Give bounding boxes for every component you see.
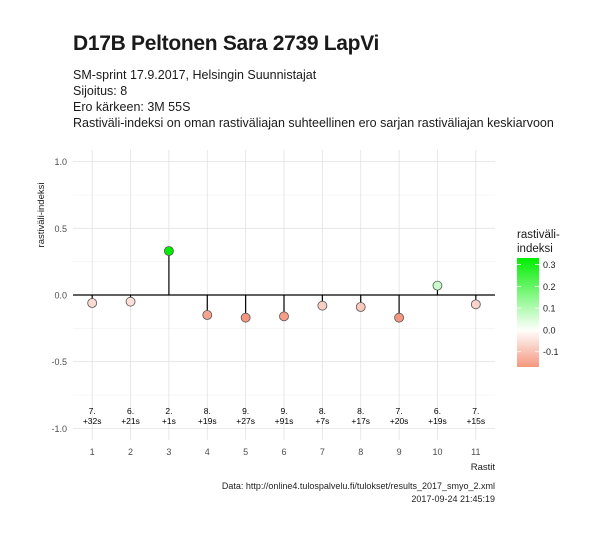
y-tick-label: 0.5	[54, 224, 67, 234]
data-point	[394, 312, 404, 323]
y-tick-label: -1.0	[51, 424, 67, 434]
data-point	[279, 311, 289, 322]
point-label-rank: 6.	[127, 406, 134, 416]
x-tick-label: 7	[320, 447, 325, 457]
point-label-time: +19s	[428, 416, 447, 426]
data-point	[317, 300, 328, 311]
subtitle-description: Rastiväli-indeksi on oman rastiväliajan …	[73, 116, 554, 130]
x-tick-label: 4	[205, 447, 210, 457]
colorbar-tick-label: 0.3	[543, 260, 556, 270]
x-tick-label: 5	[243, 447, 248, 457]
x-tick-label: 3	[166, 447, 171, 457]
data-point	[470, 299, 481, 310]
point-label-time: +1s	[162, 416, 176, 426]
legend-title-line1: rastiväli-	[517, 229, 560, 241]
x-tick-label: 8	[358, 447, 363, 457]
data-point	[355, 302, 366, 312]
point-label-rank: 8.	[204, 406, 211, 416]
point-label-rank: 7.	[472, 406, 479, 416]
point-label-rank: 7.	[89, 406, 96, 416]
point-label-rank: 8.	[319, 406, 326, 416]
x-axis-label: Rastit	[471, 462, 496, 473]
x-tick-label: 10	[432, 447, 442, 457]
x-tick-label: 2	[128, 447, 133, 457]
y-tick-label: 1.0	[54, 157, 67, 167]
y-tick-label: -0.5	[51, 357, 67, 367]
point-label-time: +15s	[466, 416, 485, 426]
subtitle-gap: Ero kärkeen: 3M 55S	[73, 100, 191, 114]
x-tick-label: 11	[471, 447, 480, 457]
point-label-rank: 2.	[165, 406, 172, 416]
x-tick-label: 6	[281, 447, 286, 457]
data-point	[87, 298, 98, 308]
point-label-time: +27s	[236, 416, 255, 426]
point-label-rank: 7.	[396, 406, 403, 416]
point-label-time: +21s	[121, 416, 140, 426]
subtitle-event: SM-sprint 17.9.2017, Helsingin Suunnista…	[73, 68, 317, 82]
point-label-time: +32s	[83, 416, 102, 426]
data-point	[125, 296, 136, 307]
data-point	[432, 280, 443, 291]
caption-source: Data: http://online4.tulospalvelu.fi/tul…	[221, 481, 495, 491]
y-axis-label: rastiväli-indeksi	[36, 183, 47, 248]
point-label-rank: 6.	[434, 406, 441, 416]
legend-title-line2: indeksi	[517, 243, 553, 255]
point-label-time: +91s	[275, 416, 294, 426]
x-tick-label: 1	[90, 447, 95, 457]
data-point	[164, 246, 174, 256]
point-label-time: +7s	[315, 416, 329, 426]
x-tick-label: 9	[397, 447, 402, 457]
point-label-time: +17s	[351, 416, 370, 426]
colorbar-tick-label: 0.2	[543, 282, 556, 292]
y-tick-label: 0.0	[54, 291, 67, 301]
point-label-rank: 9.	[280, 406, 287, 416]
point-label-time: +20s	[390, 416, 409, 426]
subtitle-placement: Sijoitus: 8	[73, 84, 128, 98]
point-label-rank: 8.	[357, 406, 364, 416]
point-label-rank: 9.	[242, 406, 249, 416]
colorbar-tick-label: -0.1	[543, 347, 559, 357]
caption-timestamp: 2017-09-24 21:45:19	[411, 494, 495, 504]
colorbar-tick-label: 0.0	[543, 325, 556, 335]
colorbar-tick-label: 0.1	[543, 304, 556, 314]
colorbar	[517, 258, 539, 367]
point-label-time: +19s	[198, 416, 217, 426]
data-point	[202, 310, 213, 320]
chart-title: D17B Peltonen Sara 2739 LapVi	[73, 32, 380, 55]
data-point	[240, 312, 251, 323]
